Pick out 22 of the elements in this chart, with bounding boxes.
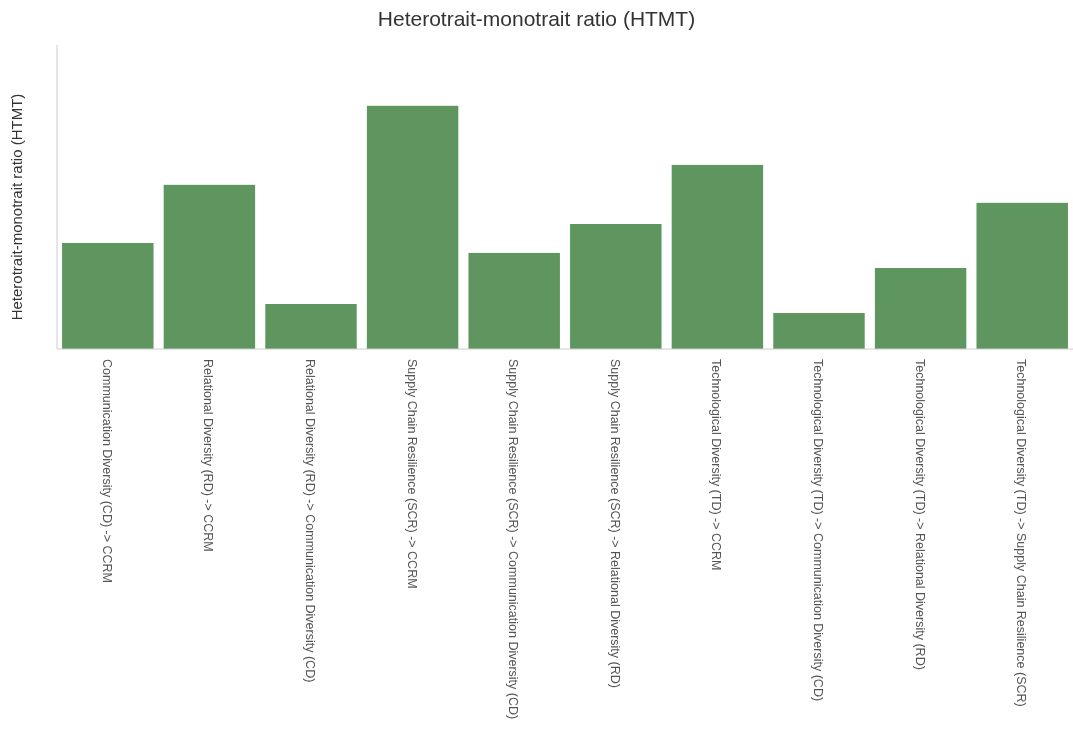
bar [366,105,459,349]
x-tick-label: Relational Diversity (RD) -> Communication Diversity (CD) [303,359,317,683]
bar [671,164,764,349]
bar [468,252,560,349]
bar [163,184,256,349]
x-tick-label: Technological Diversity (TD) -> Supply Chain Resilience (SCR) [1014,359,1029,707]
y-axis-title: Heterotrait-monotrait ratio (HTMT) [8,93,25,321]
bar [570,224,662,349]
bar [265,304,357,349]
bar [773,313,865,349]
bar [976,202,1068,349]
bar [62,242,154,349]
x-tick-label: Technological Diversity (TD) -> Communication Diversity (CD) [811,359,825,702]
x-tick-label: Supply Chain Resilience (SCR) -> Communication Diversity (CD) [506,359,521,720]
x-tick-label: Communication Diversity (CD) -> CCRM [99,359,114,583]
bar [874,268,967,349]
x-tick-label: Supply Chain Resilience (SCR) -> Relational Diversity (RD) [607,359,622,688]
x-tick-label: Technological Diversity (TD) -> CCRM [709,359,724,571]
x-tick-label: Technological Diversity (TD) -> Relational Diversity (RD) [912,359,927,670]
x-tick-label: Supply Chain Resilience (SCR) -> CCRM [404,359,419,589]
x-tick-label: Relational Diversity (RD) -> CCRM [201,359,216,552]
chart-title: Heterotrait-monotrait ratio (HTMT) [377,7,696,30]
